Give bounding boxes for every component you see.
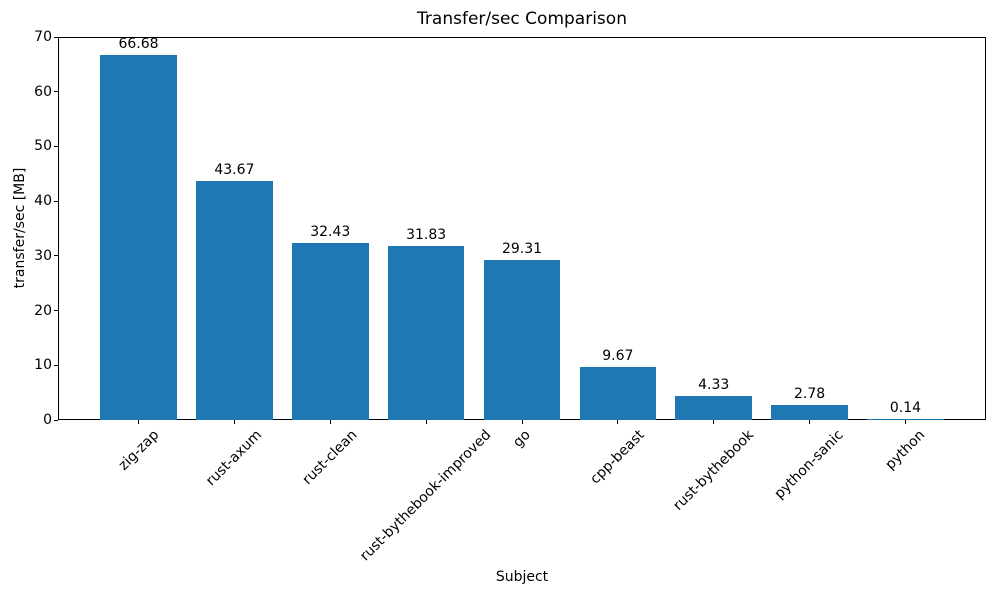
x-tick-label: rust-axum bbox=[203, 427, 266, 490]
bar-value-label: 29.31 bbox=[501, 240, 543, 257]
y-tick-mark bbox=[53, 36, 58, 38]
x-tick-label: cpp-beast bbox=[587, 427, 648, 488]
x-tick-label: rust-bythebook bbox=[670, 427, 758, 514]
bar-value-label: 66.68 bbox=[118, 36, 159, 53]
bar-value-label: 31.83 bbox=[406, 226, 447, 243]
x-tick-mark bbox=[138, 420, 140, 424]
x-tick-label: python bbox=[882, 427, 929, 473]
bar bbox=[867, 419, 944, 420]
bar-value-label: 2.78 bbox=[794, 385, 826, 402]
bar bbox=[291, 242, 369, 420]
bar-value-label: 32.43 bbox=[310, 223, 351, 240]
y-tick-mark bbox=[53, 255, 58, 257]
x-tick-mark bbox=[617, 420, 619, 424]
bar-value-label: 9.67 bbox=[602, 348, 634, 365]
x-tick-mark bbox=[809, 420, 811, 424]
bar bbox=[579, 367, 657, 420]
x-tick-label: rust-bythebook-improved bbox=[357, 427, 495, 565]
y-tick-mark bbox=[53, 364, 58, 366]
x-tick-mark bbox=[521, 420, 523, 424]
y-tick-label: 70 bbox=[34, 29, 52, 45]
x-tick-mark bbox=[233, 420, 235, 424]
bar-value-label: 0.14 bbox=[889, 400, 922, 416]
y-tick-label: 10 bbox=[34, 357, 52, 374]
x-tick-label: rust-clean bbox=[299, 427, 361, 488]
y-tick-mark bbox=[53, 419, 58, 421]
x-tick-mark bbox=[329, 420, 331, 424]
y-tick-mark bbox=[53, 310, 58, 312]
bar-value-label: 43.67 bbox=[214, 162, 255, 179]
y-tick-label: 60 bbox=[34, 83, 52, 100]
bar bbox=[196, 181, 273, 420]
bar bbox=[675, 396, 753, 420]
x-tick-mark bbox=[713, 420, 715, 424]
y-tick-label: 30 bbox=[34, 247, 52, 264]
bar bbox=[100, 55, 177, 420]
chart-title: Transfer/sec Comparison bbox=[417, 9, 627, 29]
bar bbox=[483, 259, 561, 420]
bar bbox=[387, 245, 465, 420]
y-tick-mark bbox=[53, 200, 58, 202]
x-axis-title: Subject bbox=[495, 569, 549, 585]
y-tick-mark bbox=[53, 145, 58, 147]
y-tick-label: 50 bbox=[34, 138, 52, 155]
bar bbox=[771, 404, 848, 420]
y-axis-title: transfer/sec [MB] bbox=[12, 167, 28, 289]
x-tick-label: zig-zap bbox=[115, 427, 162, 474]
bar-value-label: 4.33 bbox=[698, 377, 730, 394]
y-tick-label: 0 bbox=[43, 412, 52, 428]
x-tick-label: python-sanic bbox=[771, 427, 848, 503]
x-tick-mark bbox=[425, 420, 427, 424]
y-tick-mark bbox=[53, 91, 58, 93]
y-tick-label: 40 bbox=[34, 193, 52, 210]
y-tick-label: 20 bbox=[34, 302, 52, 319]
x-tick-label: go bbox=[510, 427, 534, 451]
x-tick-mark bbox=[904, 420, 906, 424]
